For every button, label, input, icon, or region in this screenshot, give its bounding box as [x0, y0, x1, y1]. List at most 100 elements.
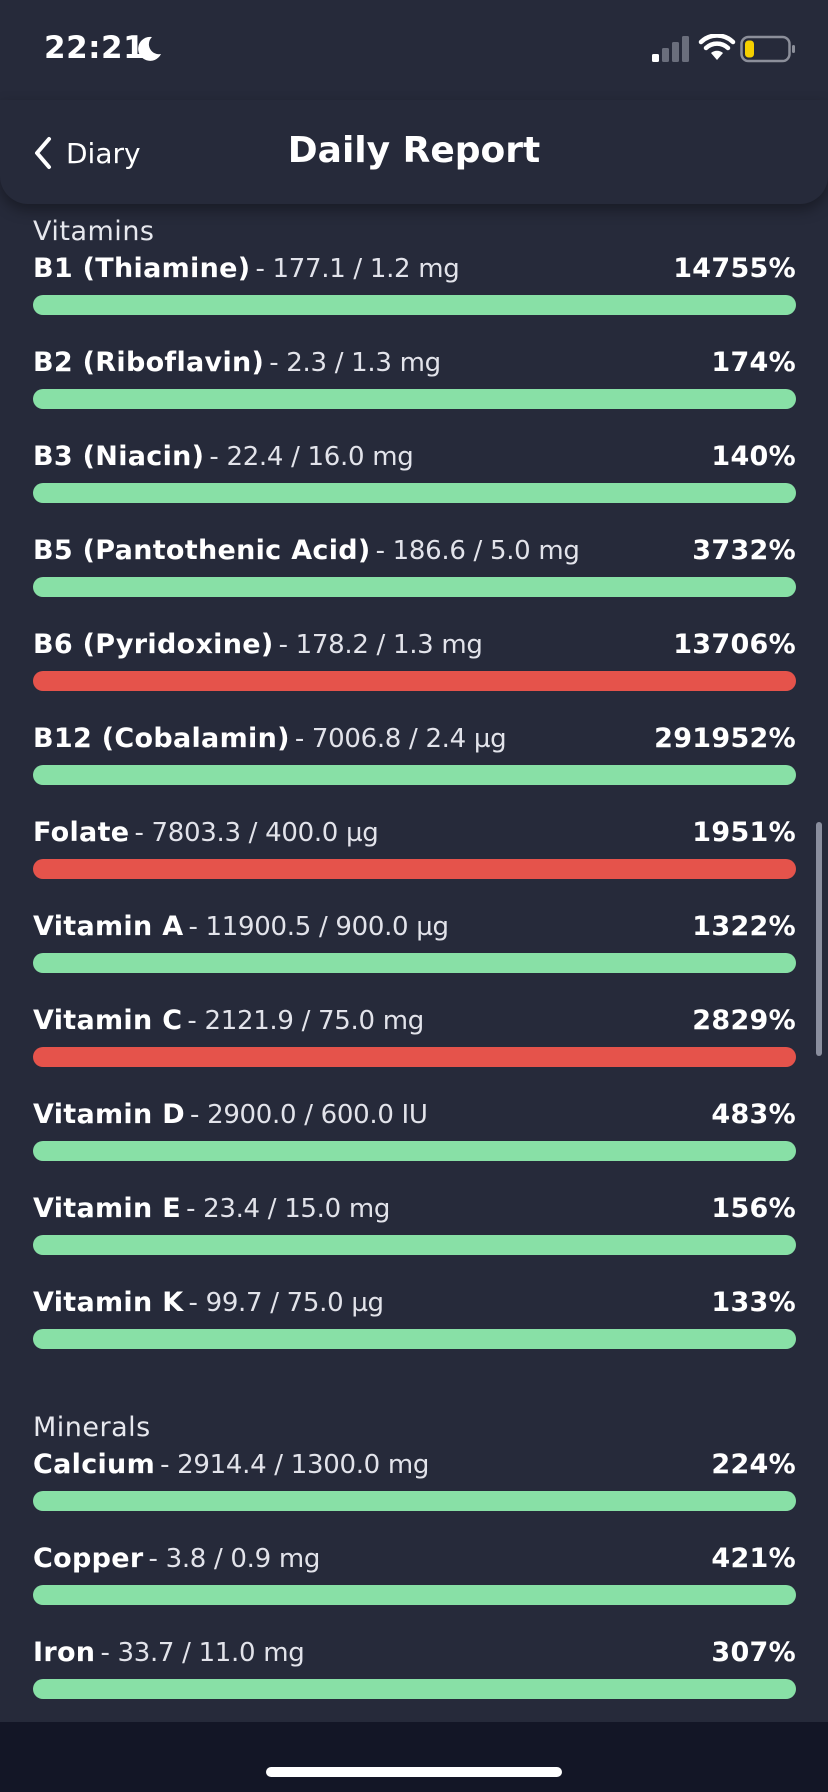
moon-icon — [138, 36, 161, 61]
nutrient-amount: - 2121.9 / 75.0 mg — [187, 1006, 424, 1036]
nutrient-line: B5 (Pantothenic Acid) - 186.6 / 5.0 mg — [33, 535, 796, 575]
nutrient-percent: 14755% — [673, 253, 796, 284]
home-indicator[interactable] — [266, 1767, 562, 1777]
nutrient-row[interactable]: B2 (Riboflavin) - 2.3 / 1.3 mg 174% — [33, 347, 796, 417]
nutrient-amount: - 99.7 / 75.0 µg — [188, 1288, 385, 1318]
nutrient-row[interactable]: B3 (Niacin) - 22.4 / 16.0 mg 140% — [33, 441, 796, 511]
nutrient-line: B2 (Riboflavin) - 2.3 / 1.3 mg — [33, 347, 796, 387]
nutrient-row[interactable]: B1 (Thiamine) - 177.1 / 1.2 mg 14755% — [33, 253, 796, 323]
nutrient-line: Vitamin E - 23.4 / 15.0 mg — [33, 1193, 796, 1233]
nutrient-row[interactable]: B6 (Pyridoxine) - 178.2 / 1.3 mg 13706% — [33, 629, 796, 699]
nutrient-line: Vitamin D - 2900.0 / 600.0 IU — [33, 1099, 796, 1139]
back-chevron-icon — [35, 137, 51, 169]
progress-bar — [33, 765, 796, 785]
nutrient-amount: - 2.3 / 1.3 mg — [269, 348, 441, 378]
nutrient-amount: - 178.2 / 1.3 mg — [278, 630, 483, 660]
nutrient-row[interactable]: Folate - 7803.3 / 400.0 µg 1951% — [33, 817, 796, 887]
nutrient-name: B6 (Pyridoxine) — [33, 629, 274, 660]
nutrient-name: Copper — [33, 1543, 144, 1574]
nutrient-name: Calcium — [33, 1449, 156, 1480]
section-title-minerals: Minerals — [33, 1412, 151, 1443]
progress-bar — [33, 859, 796, 879]
nutrient-name: B12 (Cobalamin) — [33, 723, 290, 754]
nutrient-amount: - 22.4 / 16.0 mg — [209, 442, 414, 472]
nutrient-name: Iron — [33, 1637, 96, 1668]
nutrient-percent: 140% — [711, 441, 796, 472]
nutrient-percent: 3732% — [692, 535, 796, 566]
nutrient-amount: - 11900.5 / 900.0 µg — [188, 912, 450, 942]
nutrient-name: Vitamin D — [33, 1099, 185, 1130]
nutrient-amount: - 7006.8 / 2.4 µg — [294, 724, 507, 754]
nutrient-row[interactable]: Iron - 33.7 / 11.0 mg 307% — [33, 1637, 796, 1707]
progress-bar — [33, 1141, 796, 1161]
nutrient-percent: 224% — [711, 1449, 796, 1480]
nutrient-amount: - 33.7 / 11.0 mg — [100, 1638, 305, 1668]
nutrient-percent: 156% — [711, 1193, 796, 1224]
nutrient-percent: 13706% — [673, 629, 796, 660]
progress-bar — [33, 671, 796, 691]
nav-header: Diary Daily Report — [0, 100, 828, 204]
nutrient-name: B2 (Riboflavin) — [33, 347, 265, 378]
nutrient-name: Folate — [33, 817, 130, 848]
status-time: 22:21 — [44, 30, 146, 66]
back-button[interactable]: Diary — [28, 128, 141, 178]
back-label: Diary — [66, 136, 141, 170]
nutrient-name: B3 (Niacin) — [33, 441, 205, 472]
nutrient-row[interactable]: B12 (Cobalamin) - 7006.8 / 2.4 µg 291952% — [33, 723, 796, 793]
progress-bar — [33, 1679, 796, 1699]
nutrient-name: B5 (Pantothenic Acid) — [33, 535, 371, 566]
nutrient-amount: - 7803.3 / 400.0 µg — [134, 818, 379, 848]
nutrient-row[interactable]: Vitamin D - 2900.0 / 600.0 IU 483% — [33, 1099, 796, 1169]
nutrient-line: Iron - 33.7 / 11.0 mg — [33, 1637, 796, 1677]
nutrient-percent: 1322% — [692, 911, 796, 942]
nutrient-line: Vitamin A - 11900.5 / 900.0 µg — [33, 911, 796, 951]
nutrient-name: Vitamin C — [33, 1005, 183, 1036]
progress-bar — [33, 389, 796, 409]
nutrient-amount: - 177.1 / 1.2 mg — [255, 254, 460, 284]
section-title-vitamins: Vitamins — [33, 216, 155, 247]
page-title: Daily Report — [287, 130, 541, 171]
progress-bar — [33, 1235, 796, 1255]
nutrient-amount: - 23.4 / 15.0 mg — [186, 1194, 391, 1224]
progress-bar — [33, 1047, 796, 1067]
report-list[interactable]: Vitamins Minerals B1 (Thiamine) - 177.1 … — [0, 204, 828, 1722]
nutrient-percent: 307% — [711, 1637, 796, 1668]
progress-bar — [33, 577, 796, 597]
nutrient-percent: 483% — [711, 1099, 796, 1130]
signal-icon — [652, 36, 689, 62]
nutrient-amount: - 3.8 / 0.9 mg — [148, 1544, 321, 1574]
nutrient-line: Vitamin K - 99.7 / 75.0 µg — [33, 1287, 796, 1327]
nutrient-row[interactable]: Vitamin K - 99.7 / 75.0 µg 133% — [33, 1287, 796, 1357]
nutrient-row[interactable]: Vitamin E - 23.4 / 15.0 mg 156% — [33, 1193, 796, 1263]
progress-bar — [33, 953, 796, 973]
progress-bar — [33, 483, 796, 503]
nutrient-amount: - 186.6 / 5.0 mg — [375, 536, 580, 566]
nutrient-amount: - 2914.4 / 1300.0 mg — [160, 1450, 430, 1480]
nutrient-row[interactable]: B5 (Pantothenic Acid) - 186.6 / 5.0 mg 37… — [33, 535, 796, 605]
progress-bar — [33, 295, 796, 315]
nutrient-amount: - 2900.0 / 600.0 IU — [190, 1100, 428, 1130]
bottom-area — [0, 1722, 828, 1792]
nutrient-line: Calcium - 2914.4 / 1300.0 mg — [33, 1449, 796, 1489]
nutrient-line: B3 (Niacin) - 22.4 / 16.0 mg — [33, 441, 796, 481]
nutrient-row[interactable]: Vitamin C - 2121.9 / 75.0 mg 2829% — [33, 1005, 796, 1075]
nutrient-percent: 291952% — [654, 723, 796, 754]
nutrient-row[interactable]: Copper - 3.8 / 0.9 mg 421% — [33, 1543, 796, 1613]
nutrient-name: Vitamin A — [33, 911, 184, 942]
nutrient-name: B1 (Thiamine) — [33, 253, 251, 284]
scroll-indicator[interactable] — [816, 822, 822, 1056]
status-bar: 22:21 — [0, 0, 828, 100]
nutrient-row[interactable]: Vitamin A - 11900.5 / 900.0 µg 1322% — [33, 911, 796, 981]
nutrient-line: Vitamin C - 2121.9 / 75.0 mg — [33, 1005, 796, 1045]
wifi-icon — [698, 34, 736, 60]
nutrient-percent: 174% — [711, 347, 796, 378]
nutrient-row[interactable]: Calcium - 2914.4 / 1300.0 mg 224% — [33, 1449, 796, 1519]
progress-bar — [33, 1585, 796, 1605]
nutrient-percent: 2829% — [692, 1005, 796, 1036]
nutrient-percent: 1951% — [692, 817, 796, 848]
progress-bar — [33, 1491, 796, 1511]
progress-bar — [33, 1329, 796, 1349]
nutrient-percent: 133% — [711, 1287, 796, 1318]
nutrient-line: B6 (Pyridoxine) - 178.2 / 1.3 mg — [33, 629, 796, 669]
nutrient-line: Folate - 7803.3 / 400.0 µg — [33, 817, 796, 857]
